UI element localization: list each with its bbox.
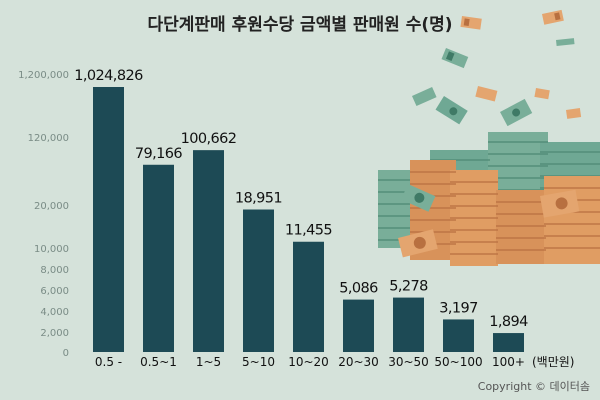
y-tick-label: 8,000	[40, 265, 69, 276]
bar-value-label: 5,278	[389, 279, 428, 295]
x-tick-label: 0.5 -	[95, 355, 122, 369]
bar-value-label: 100,662	[181, 131, 237, 147]
bar	[93, 87, 124, 352]
y-axis: 0 2,000 4,000 6,000 8,000 10,000 20,000 120,000…	[18, 70, 69, 359]
y-tick-label: 2,000	[40, 328, 69, 339]
bar	[493, 333, 524, 352]
bar	[143, 164, 174, 352]
x-tick-label: 30~50	[388, 355, 429, 369]
bar-value-label: 11,455	[285, 223, 332, 239]
bar-value-label: 3,197	[439, 300, 478, 316]
money-pile-icon	[378, 9, 600, 266]
x-tick-label: 20~30	[338, 355, 379, 369]
chart-title: 다단계판매 후원수당 금액별 판매원 수(명)	[147, 14, 452, 35]
y-tick-label: 10,000	[34, 244, 69, 255]
bar-value-label: 79,166	[135, 146, 183, 162]
bar-value-label: 5,086	[339, 281, 378, 297]
x-tick-label: 0.5~1	[140, 355, 177, 369]
bar	[343, 299, 374, 352]
x-axis: 0.5 - 0.5~1 1~5 5~10 10~20 20~30 30~50 50~100 10…	[95, 355, 525, 369]
bar-series	[93, 87, 524, 352]
x-tick-label: 10~20	[288, 355, 329, 369]
x-tick-label: 1~5	[196, 355, 221, 369]
bar	[193, 150, 224, 352]
y-tick-label: 6,000	[40, 286, 69, 297]
x-tick-label: 100+	[492, 355, 525, 369]
bar-value-label: 1,024,826	[74, 68, 143, 84]
y-tick-label: 120,000	[28, 133, 69, 144]
x-tick-label: 5~10	[242, 355, 275, 369]
bar	[393, 297, 424, 352]
bar	[243, 209, 274, 352]
x-unit-label: (백만원)	[532, 355, 574, 369]
bar-value-label: 18,951	[235, 191, 282, 207]
bar	[443, 319, 474, 352]
y-tick-label: 4,000	[40, 307, 69, 318]
y-tick-label: 0	[63, 348, 69, 359]
bar	[293, 241, 324, 352]
y-tick-label: 20,000	[34, 201, 69, 212]
copyright-text: Copyright © 데이터솜	[478, 380, 590, 393]
x-tick-label: 50~100	[434, 355, 482, 369]
bar-value-label: 1,894	[489, 314, 528, 330]
y-tick-label: 1,200,000	[18, 70, 69, 81]
